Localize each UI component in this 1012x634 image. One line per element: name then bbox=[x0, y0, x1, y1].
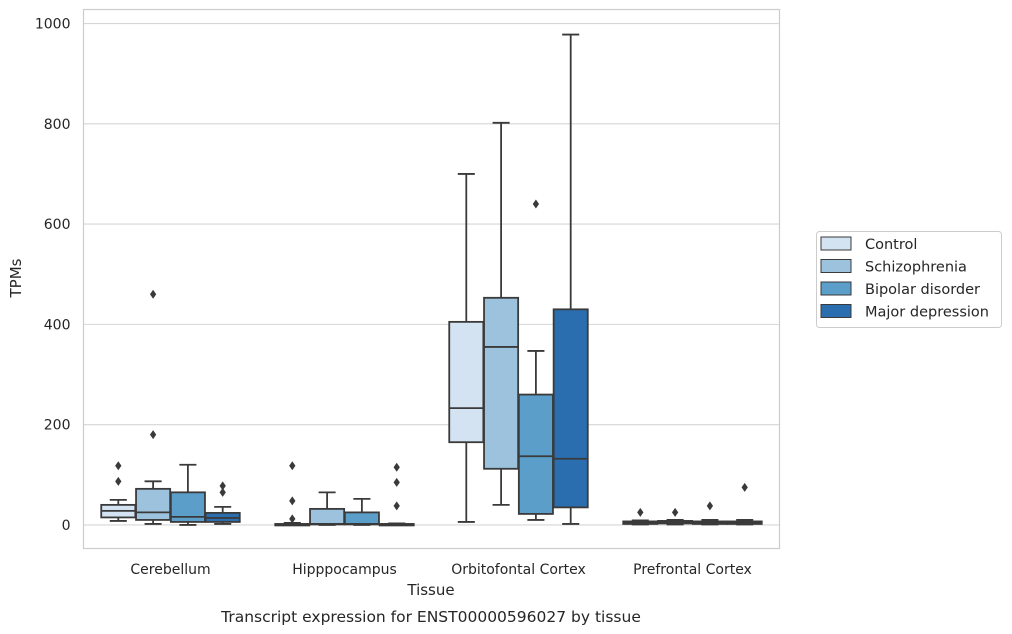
outlier-point bbox=[671, 507, 679, 517]
legend-label: Major depression bbox=[865, 305, 989, 321]
outlier-point bbox=[393, 501, 400, 511]
chart-caption: Transcript expression for ENST0000059602… bbox=[220, 608, 641, 626]
legend-label: Bipolar disorder bbox=[865, 282, 980, 298]
y-tick-label: 1000 bbox=[35, 17, 71, 33]
box-plot bbox=[552, 33, 589, 525]
plot-frame bbox=[82, 8, 781, 550]
y-tick-label: 400 bbox=[44, 317, 71, 333]
x-tick-label: Hipppocampus bbox=[292, 562, 397, 578]
box-plot bbox=[343, 497, 380, 526]
outlier-point bbox=[289, 514, 296, 524]
x-tick-label: Orbitofontal Cortex bbox=[451, 562, 586, 578]
grid-lines bbox=[83, 22, 780, 526]
box bbox=[552, 308, 589, 509]
box-plot bbox=[448, 173, 485, 523]
outlier-point bbox=[219, 481, 226, 491]
y-tick-label: 200 bbox=[44, 418, 71, 434]
outlier-point bbox=[706, 501, 714, 511]
box bbox=[135, 487, 172, 521]
y-axis-label: TPMs bbox=[7, 258, 25, 298]
outlier-point bbox=[115, 476, 122, 486]
legend-swatch bbox=[820, 281, 852, 296]
legend-swatch bbox=[820, 236, 852, 251]
box bbox=[517, 393, 554, 515]
outlier-point bbox=[393, 462, 400, 472]
box-plot bbox=[517, 199, 554, 521]
box-plot bbox=[726, 482, 763, 526]
box bbox=[309, 507, 346, 526]
box-plot bbox=[483, 121, 520, 506]
outlier-point bbox=[149, 289, 157, 299]
y-tick-label: 0 bbox=[62, 518, 71, 534]
box bbox=[343, 511, 380, 526]
outlier-point bbox=[637, 507, 644, 517]
box bbox=[483, 296, 520, 470]
x-axis-ticks: Cerebellum Hipppocampus Orbitofontal Corte… bbox=[130, 562, 751, 578]
y-tick-label: 600 bbox=[44, 217, 71, 233]
legend-label: Schizophrenia bbox=[865, 260, 967, 276]
legend-label: Control bbox=[865, 237, 917, 253]
box bbox=[448, 320, 485, 444]
box-plot bbox=[100, 461, 137, 522]
box-plot bbox=[622, 507, 659, 526]
legend: Control Schizophrenia Bipolar disorder Majo… bbox=[816, 231, 1002, 328]
legend-swatch bbox=[820, 304, 852, 318]
box-plot bbox=[657, 507, 694, 526]
box-plot bbox=[378, 462, 415, 527]
outlier-point bbox=[289, 461, 296, 471]
legend-frame bbox=[816, 231, 1002, 328]
outlier-point bbox=[219, 487, 226, 497]
y-axis-ticks: 0 200 400 600 800 1000 bbox=[35, 17, 71, 534]
box-plot bbox=[135, 289, 172, 525]
box-plot-area bbox=[100, 33, 763, 527]
legend-swatch bbox=[820, 259, 852, 273]
y-tick-label: 800 bbox=[44, 117, 71, 133]
box-plot bbox=[169, 463, 206, 526]
box-plot bbox=[204, 481, 241, 525]
x-axis-label: Tissue bbox=[406, 581, 454, 599]
outlier-point bbox=[393, 477, 400, 487]
outlier-point bbox=[741, 482, 748, 492]
outlier-point bbox=[115, 461, 122, 471]
x-tick-label: Prefrontal Cortex bbox=[633, 562, 752, 578]
outlier-point bbox=[289, 496, 296, 506]
outlier-point bbox=[149, 430, 157, 440]
outlier-point bbox=[532, 199, 540, 209]
x-tick-label: Cerebellum bbox=[130, 562, 210, 578]
